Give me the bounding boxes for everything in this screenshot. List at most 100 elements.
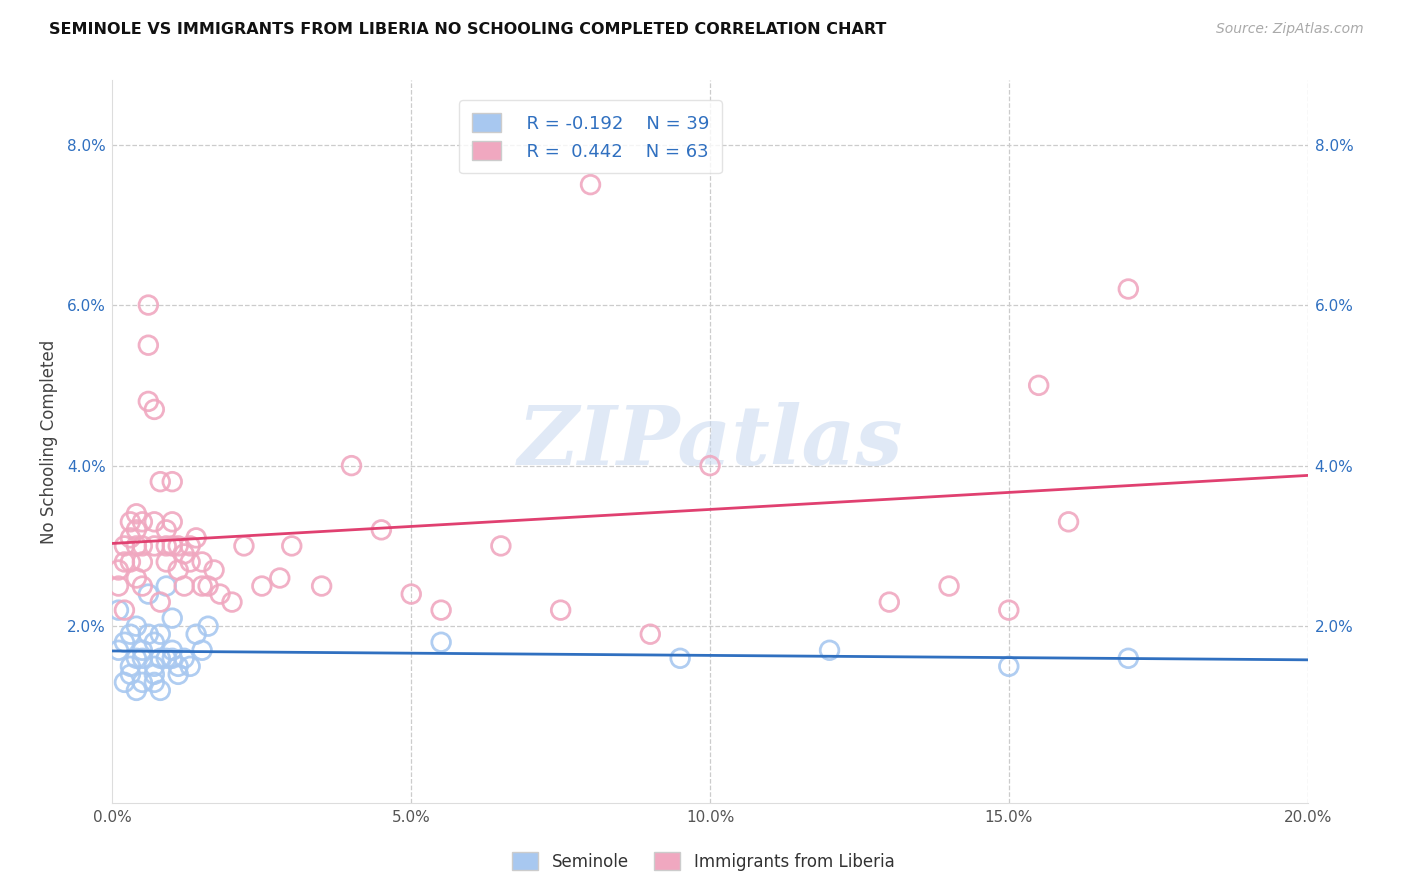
Point [162, 651, 183, 665]
Point [186, 627, 208, 641]
Point [311, 579, 333, 593]
Point [125, 539, 148, 553]
Point [131, 515, 153, 529]
Point [114, 555, 135, 569]
Point [107, 563, 129, 577]
Point [202, 563, 225, 577]
Point [120, 555, 142, 569]
Point [107, 579, 129, 593]
Point [120, 515, 142, 529]
Point [125, 683, 148, 698]
Point [114, 603, 135, 617]
Point [149, 651, 172, 665]
Point [143, 515, 166, 529]
Point [209, 587, 232, 601]
Point [938, 579, 960, 593]
Point [114, 635, 135, 649]
Point [281, 539, 304, 553]
Point [125, 651, 148, 665]
Point [143, 635, 166, 649]
Point [818, 643, 841, 657]
Point [430, 603, 453, 617]
Point [162, 539, 183, 553]
Point [669, 651, 692, 665]
Point [107, 603, 129, 617]
Point [1118, 651, 1140, 665]
Point [579, 178, 602, 192]
Point [155, 523, 177, 537]
Point [1057, 515, 1080, 529]
Point [179, 539, 201, 553]
Point [138, 587, 160, 601]
Point [269, 571, 291, 585]
Point [131, 643, 153, 657]
Legend:   R = -0.192    N = 39,   R =  0.442    N = 63: R = -0.192 N = 39, R = 0.442 N = 63 [458, 100, 723, 173]
Point [162, 611, 183, 625]
Point [120, 531, 142, 545]
Point [221, 595, 243, 609]
Point [125, 571, 148, 585]
Point [179, 555, 201, 569]
Point [155, 539, 177, 553]
Point [370, 523, 392, 537]
Text: Source: ZipAtlas.com: Source: ZipAtlas.com [1216, 22, 1364, 37]
Point [640, 627, 662, 641]
Y-axis label: No Schooling Completed: No Schooling Completed [41, 340, 58, 543]
Point [1028, 378, 1050, 392]
Point [114, 675, 135, 690]
Point [114, 539, 135, 553]
Point [340, 458, 363, 473]
Point [162, 515, 183, 529]
Text: SEMINOLE VS IMMIGRANTS FROM LIBERIA NO SCHOOLING COMPLETED CORRELATION CHART: SEMINOLE VS IMMIGRANTS FROM LIBERIA NO S… [49, 22, 887, 37]
Point [138, 298, 160, 312]
Point [173, 579, 195, 593]
Point [138, 394, 160, 409]
Point [120, 667, 142, 681]
Point [155, 651, 177, 665]
Point [998, 603, 1021, 617]
Point [162, 475, 183, 489]
Point [162, 643, 183, 657]
Point [125, 507, 148, 521]
Point [155, 555, 177, 569]
Point [167, 659, 190, 673]
Point [879, 595, 901, 609]
Point [173, 547, 195, 561]
Point [143, 659, 166, 673]
Point [179, 659, 201, 673]
Point [131, 675, 153, 690]
Point [191, 579, 214, 593]
Point [120, 627, 142, 641]
Point [167, 539, 190, 553]
Point [120, 659, 142, 673]
Point [125, 619, 148, 633]
Point [143, 675, 166, 690]
Text: ZIPatlas: ZIPatlas [517, 401, 903, 482]
Point [155, 579, 177, 593]
Point [167, 563, 190, 577]
Point [131, 539, 153, 553]
Point [197, 619, 219, 633]
Point [149, 683, 172, 698]
Point [173, 651, 195, 665]
Point [489, 539, 512, 553]
Point [998, 659, 1021, 673]
Point [699, 458, 721, 473]
Point [186, 531, 208, 545]
Point [143, 667, 166, 681]
Point [131, 555, 153, 569]
Point [550, 603, 572, 617]
Point [125, 523, 148, 537]
Point [197, 579, 219, 593]
Legend: Seminole, Immigrants from Liberia: Seminole, Immigrants from Liberia [503, 844, 903, 880]
Point [401, 587, 423, 601]
Point [149, 627, 172, 641]
Point [138, 627, 160, 641]
Point [167, 667, 190, 681]
Point [250, 579, 273, 593]
Point [1118, 282, 1140, 296]
Point [143, 539, 166, 553]
Point [149, 595, 172, 609]
Point [138, 338, 160, 352]
Point [131, 651, 153, 665]
